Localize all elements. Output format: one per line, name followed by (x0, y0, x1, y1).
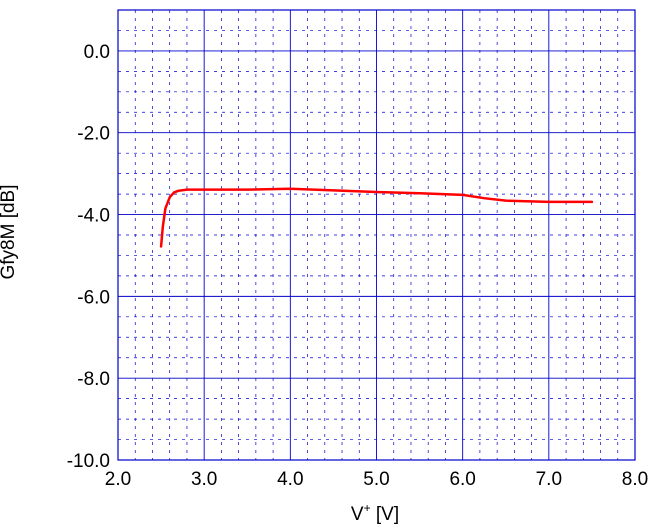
y-tick-label: 0.0 (84, 42, 110, 63)
major-grid (118, 10, 635, 460)
plot-frame (117, 9, 636, 461)
x-tick-label: 4.0 (277, 469, 303, 490)
x-tick-label: 2.0 (105, 469, 131, 490)
x-tick-label: 5.0 (363, 469, 389, 490)
x-tick-label: 8.0 (622, 469, 648, 490)
y-tick-label: -6.0 (77, 287, 110, 308)
y-axis-label: Gfy8M [dB] (0, 184, 19, 279)
y-tick-label: -4.0 (77, 206, 110, 227)
x-tick-label: 7.0 (536, 469, 562, 490)
y-tick-labels: 0.0 -2.0 -4.0 -6.0 -8.0 -10.0 (67, 42, 110, 472)
x-axis-label: V+ [V] (351, 501, 399, 525)
x-tick-label: 3.0 (191, 469, 217, 490)
series-line (159, 187, 594, 248)
y-tick-label: -2.0 (77, 124, 110, 145)
y-tick-label: -10.0 (67, 451, 110, 472)
series-layer (159, 187, 594, 248)
y-tick-label: -8.0 (77, 369, 110, 390)
x-tick-labels: 2.0 3.0 4.0 5.0 6.0 7.0 8.0 (105, 469, 648, 490)
x-tick-label: 6.0 (449, 469, 475, 490)
